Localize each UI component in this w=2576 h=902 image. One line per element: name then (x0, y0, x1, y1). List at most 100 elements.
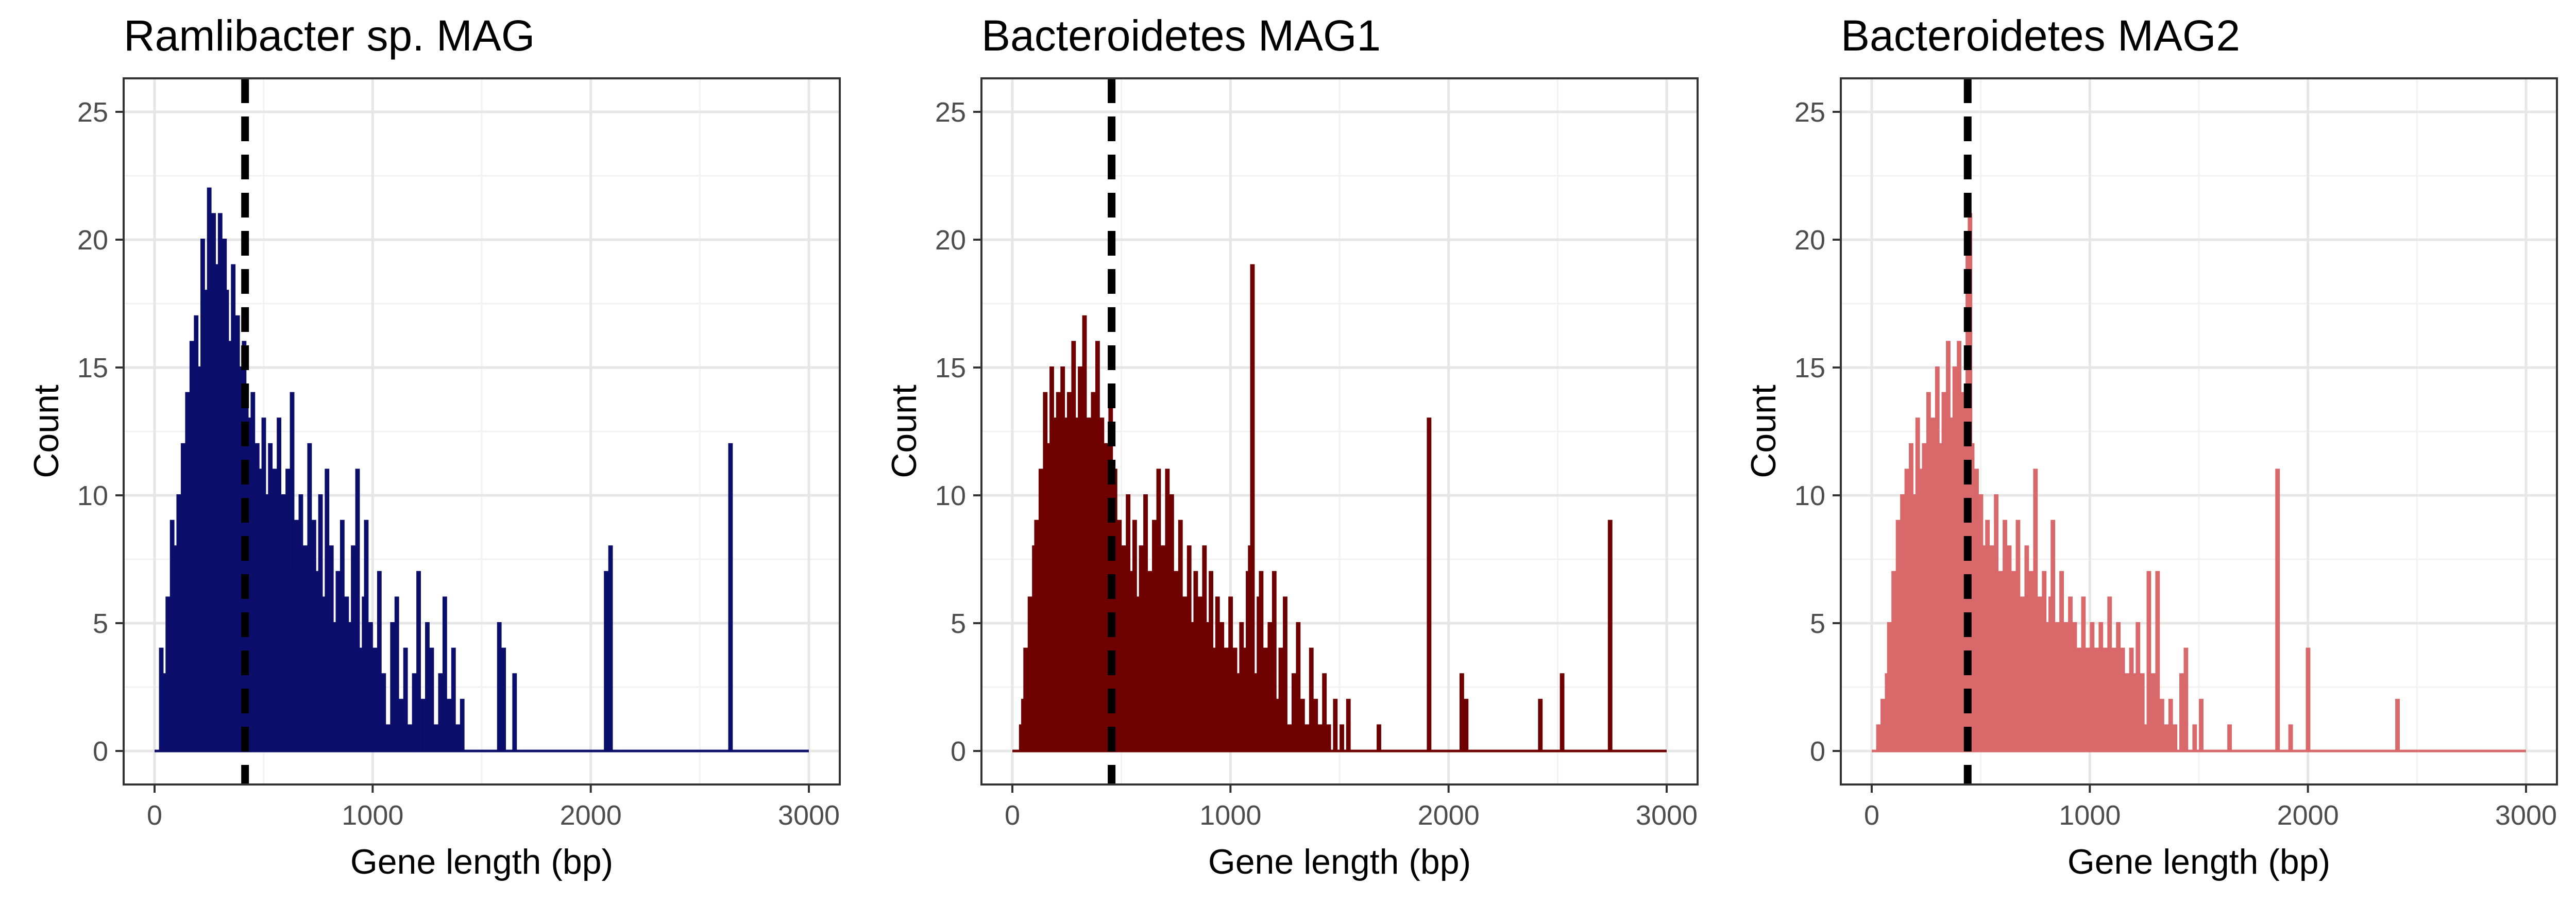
y-axis-label: Count (1744, 385, 1783, 478)
histogram-bar (1317, 724, 1323, 753)
histogram-bar (420, 698, 426, 753)
x-axis-label: Gene length (bp) (350, 842, 613, 881)
histogram-bar (2168, 698, 2173, 753)
histogram-bar (447, 698, 452, 753)
histogram-bar (161, 673, 166, 752)
x-tick-label: 3000 (2495, 800, 2557, 831)
histogram-bar (1322, 673, 1327, 752)
x-tick-labels: 0 1000 2000 3000 (147, 800, 840, 831)
histogram-bar (390, 622, 395, 752)
x-tick-label: 3000 (778, 800, 840, 831)
histogram-bar (2288, 724, 2293, 753)
histogram-bar (394, 596, 399, 753)
histogram-bar (2306, 647, 2311, 752)
plot-border (123, 77, 841, 786)
x-tick-label: 1000 (1199, 800, 1261, 831)
histogram-bar (2150, 673, 2156, 752)
histogram-bar (412, 673, 417, 752)
panel-title: Bacteroidetes MAG2 (1841, 11, 2240, 60)
histogram-bar (1291, 673, 1296, 752)
histogram-bar (2179, 673, 2184, 752)
y-tick-labels: 0 5 10 15 20 25 (77, 97, 108, 767)
y-tick-label: 0 (951, 736, 966, 767)
histogram-bar (2395, 698, 2400, 753)
panel-title: Bacteroidetes MAG1 (981, 11, 1381, 60)
histogram-bars (1872, 213, 2526, 753)
histogram-bar (442, 596, 447, 753)
panel-bacteroidetes-mag2: Bacteroidetes MAG2 0 1000 2000 3000 0 5 … (1744, 11, 2558, 881)
y-tick-label: 20 (77, 225, 108, 256)
histogram-bar (2275, 469, 2280, 752)
histogram-bar (2164, 724, 2169, 753)
y-tick-label: 25 (1794, 97, 1825, 128)
histogram-bar (1326, 724, 1331, 753)
y-tick-labels: 0 5 10 15 20 25 (1794, 97, 1825, 767)
histogram-bar (377, 571, 382, 753)
y-tick-label: 25 (935, 97, 966, 128)
histogram-bar (408, 724, 413, 753)
histogram-bar (1464, 698, 1469, 753)
histogram-bar (1607, 520, 1613, 752)
histogram-bar (2192, 724, 2197, 753)
panel-bacteroidetes-mag1: Bacteroidetes MAG1 0 1000 2000 3000 0 5 … (885, 11, 1699, 881)
histogram-bar (2146, 571, 2151, 753)
histogram-bar (429, 647, 434, 752)
histogram-bar (1278, 647, 1283, 752)
x-tick-label: 0 (147, 800, 162, 831)
histogram-bar (501, 647, 506, 752)
histogram-bar (2159, 698, 2164, 753)
histogram-bar (1287, 724, 1292, 753)
y-tick-label: 5 (951, 608, 966, 639)
y-tick-label: 0 (1810, 736, 1825, 767)
y-tick-label: 10 (1794, 480, 1825, 511)
histogram-bar (1427, 417, 1432, 752)
axis-ticks (1833, 111, 2527, 793)
y-tick-label: 15 (935, 353, 966, 383)
histogram-bar (1283, 596, 1287, 753)
histogram-bar (416, 571, 421, 753)
plot-border (980, 77, 1699, 786)
y-axis-label: Count (27, 385, 66, 478)
histogram-bar (1377, 724, 1381, 753)
y-tick-label: 10 (77, 480, 108, 511)
x-tick-label: 0 (1005, 800, 1020, 831)
histogram-bar (608, 545, 613, 752)
y-tick-label: 15 (1794, 353, 1825, 383)
plot-border (1840, 77, 2558, 786)
histogram-bar (604, 571, 609, 753)
x-axis-label: Gene length (bp) (2067, 842, 2330, 881)
histogram-bar (425, 622, 430, 752)
x-tick-label: 0 (1864, 800, 1879, 831)
axis-ticks (973, 111, 1668, 793)
histogram-bar (2142, 724, 2147, 753)
y-tick-label: 10 (935, 480, 966, 511)
histogram-bar (1274, 698, 1279, 753)
histogram-bar (512, 673, 517, 752)
histogram-bar (403, 647, 408, 752)
histogram-bar (2227, 724, 2232, 753)
histogram-bar (1538, 698, 1543, 753)
x-tick-label: 1000 (342, 800, 403, 831)
histogram-bar (728, 443, 733, 752)
histogram-bar (2173, 724, 2178, 753)
panel-title: Ramlibacter sp. MAG (124, 11, 535, 60)
y-tick-label: 20 (1794, 225, 1825, 256)
x-tick-label: 2000 (2277, 800, 2339, 831)
histogram-bar (1333, 698, 1338, 753)
x-tick-labels: 0 1000 2000 3000 (1864, 800, 2557, 831)
histogram-bar (455, 724, 461, 753)
histogram-bar (438, 673, 443, 752)
y-tick-label: 15 (77, 353, 108, 383)
histogram-bar (1313, 698, 1318, 753)
y-tick-label: 25 (77, 97, 108, 128)
y-tick-label: 0 (93, 736, 108, 767)
y-tick-label: 5 (93, 608, 108, 639)
histogram-bars (1012, 264, 1667, 753)
histogram-bar (372, 647, 378, 752)
histogram-bar (460, 698, 465, 753)
axis-ticks (115, 111, 810, 793)
histogram-bar (1309, 647, 1314, 752)
histogram-bar (2155, 571, 2160, 753)
histogram-bar (2199, 698, 2204, 753)
